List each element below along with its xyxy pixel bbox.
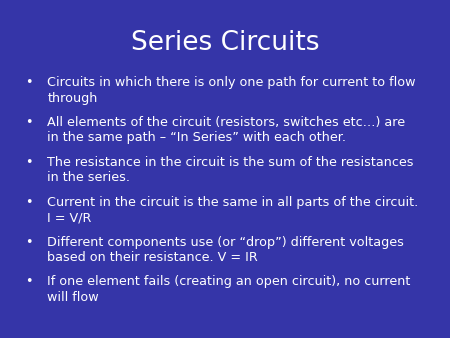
Text: •: • — [25, 156, 32, 169]
Text: If one element fails (creating an open circuit), no current
will flow: If one element fails (creating an open c… — [47, 275, 410, 304]
Text: Different components use (or “drop”) different voltages
based on their resistanc: Different components use (or “drop”) dif… — [47, 236, 404, 264]
Text: •: • — [25, 116, 32, 129]
Text: •: • — [25, 275, 32, 288]
Text: The resistance in the circuit is the sum of the resistances
in the series.: The resistance in the circuit is the sum… — [47, 156, 414, 184]
Text: •: • — [25, 76, 32, 89]
Text: Series Circuits: Series Circuits — [131, 30, 319, 56]
Text: Circuits in which there is only one path for current to flow
through: Circuits in which there is only one path… — [47, 76, 416, 104]
Text: •: • — [25, 196, 32, 209]
Text: •: • — [25, 236, 32, 248]
Text: Current in the circuit is the same in all parts of the circuit.
I = V/R: Current in the circuit is the same in al… — [47, 196, 419, 224]
Text: All elements of the circuit (resistors, switches etc…) are
in the same path – “I: All elements of the circuit (resistors, … — [47, 116, 405, 144]
